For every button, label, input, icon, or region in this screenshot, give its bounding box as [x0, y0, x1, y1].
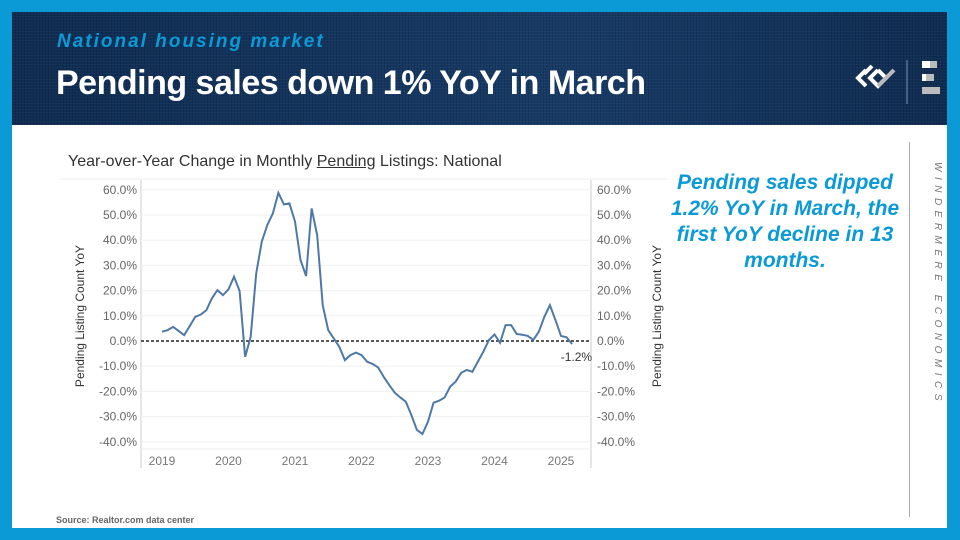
y-tick-label-left: 0.0% — [110, 334, 138, 348]
y-tick-label-left: -40.0% — [99, 435, 137, 449]
slide: National housing market Pending sales do… — [12, 12, 947, 528]
chart-title-emphasis: Pending — [316, 153, 376, 170]
x-tick-label: 2020 — [215, 454, 242, 468]
series-line — [161, 189, 573, 436]
y-tick-label-left: 60.0% — [103, 183, 137, 197]
y-tick-label-right: 0.0% — [597, 334, 625, 348]
callout-text: Pending sales dipped 1.2% YoY in March, … — [670, 171, 900, 272]
y-tick-label-left: 30.0% — [103, 258, 137, 272]
y-tick-label-left: 40.0% — [103, 233, 137, 247]
y-tick-label-right: 40.0% — [597, 233, 631, 247]
windermere-logo-icon — [855, 60, 940, 104]
section-kicker: National housing market — [57, 31, 325, 52]
chart-title-prefix: Year-over-Year Change in Monthly — [68, 153, 317, 170]
y-tick-label-left: 20.0% — [103, 284, 137, 298]
y-tick-label-left: -10.0% — [99, 359, 137, 373]
header-banner: National housing market Pending sales do… — [12, 12, 947, 125]
y-tick-label-right: -20.0% — [597, 384, 635, 398]
y-tick-label-right: 30.0% — [597, 258, 631, 272]
y-tick-label-left: 10.0% — [103, 309, 137, 323]
chart-title: Year-over-Year Change in Monthly Pending… — [68, 153, 502, 171]
x-tick-label: 2019 — [149, 454, 176, 468]
x-tick-label: 2021 — [282, 454, 309, 468]
chart-title-suffix: Listings: National — [375, 153, 502, 170]
last-value-label: -1.2% — [561, 350, 593, 364]
y-tick-label-right: -30.0% — [597, 410, 635, 424]
brand-label: WINDERMERE ECONOMICS — [932, 162, 943, 406]
y-tick-label-right: -40.0% — [597, 435, 635, 449]
y-tick-label-left: -30.0% — [99, 410, 137, 424]
y-tick-label-right: 60.0% — [597, 183, 631, 197]
divider — [909, 142, 910, 517]
x-tick-label: 2023 — [415, 454, 442, 468]
y-tick-label-right: 20.0% — [597, 284, 631, 298]
y-axis-title-right: Pending Listing Count YoY — [650, 245, 664, 387]
y-axis-title-left: Pending Listing Count YoY — [73, 245, 87, 387]
slide-title: Pending sales down 1% YoY in March — [56, 64, 646, 102]
line-chart: 60.0% 60.0% 50.0% 50.0% 40.0% 40.0% 30.0% 30.0%… — [60, 178, 668, 468]
y-tick-label-right: 10.0% — [597, 309, 631, 323]
source-note: Source: Realtor.com data center — [56, 515, 195, 525]
y-tick-label-right: 50.0% — [597, 208, 631, 222]
y-tick-label-right: -10.0% — [597, 359, 635, 373]
x-tick-label: 2024 — [481, 454, 508, 468]
y-tick-label-left: -20.0% — [99, 384, 137, 398]
x-tick-label: 2022 — [348, 454, 375, 468]
x-tick-label: 2025 — [548, 454, 575, 468]
y-tick-label-left: 50.0% — [103, 208, 137, 222]
